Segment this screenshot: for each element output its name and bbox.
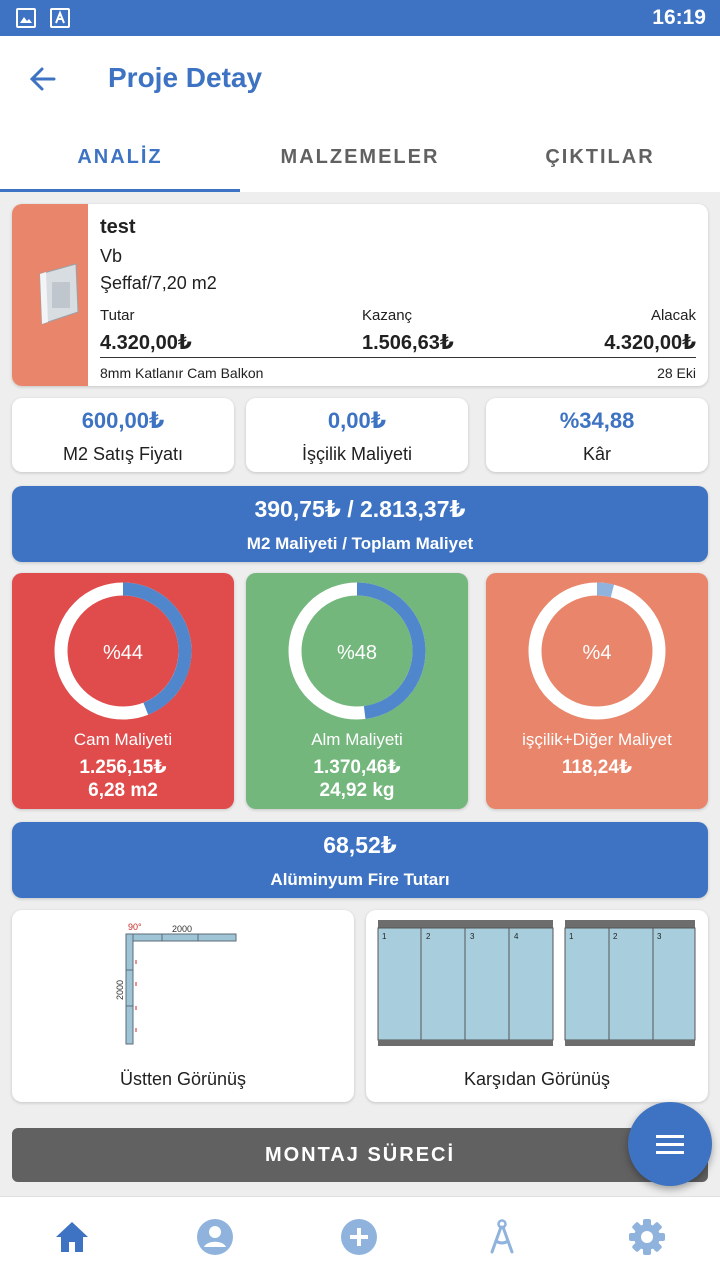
add-circle-icon[interactable] <box>339 1217 379 1257</box>
front-panel-left-1: 1 <box>382 932 387 941</box>
home-icon[interactable] <box>52 1217 92 1257</box>
glass-cost-percent: %44 <box>102 642 144 664</box>
labor-other-cost-name: işçilik+Diğer Maliyet <box>522 730 672 749</box>
settings-icon[interactable] <box>627 1217 667 1257</box>
aluminum-fire-value: 68,52₺ <box>323 832 397 858</box>
divider <box>100 357 696 358</box>
m2-price-value: 600,00₺ <box>81 408 165 433</box>
tab-malzemeler[interactable]: MALZEMELER <box>280 146 440 168</box>
aluminum-fire-band: 68,52₺ Alüminyum Fire Tutarı <box>12 822 708 898</box>
front-view-caption: Karşıdan Görünüş <box>463 1069 611 1089</box>
aluminum-cost-amount: 1.370,46₺ <box>313 757 401 778</box>
tab-analiz[interactable]: ANALİZ <box>0 122 240 192</box>
project-card[interactable]: test Vb Şeffaf/7,20 m2 Tutar 4.320,00₺ K… <box>12 204 708 386</box>
front-view-card[interactable]: 1 2 3 4 1 2 3 Karşıdan Görünüş <box>366 910 708 1102</box>
tutar-label: Tutar <box>100 307 135 324</box>
status-bar: 16:19 <box>0 0 720 36</box>
tutar-value: 4.320,00₺ <box>100 332 192 354</box>
project-date: 28 Eki <box>657 365 696 381</box>
labor-other-cost-amount: 118,24₺ <box>561 757 633 778</box>
labor-cost-card: 0,00₺ İşçilik Maliyeti <box>246 398 468 472</box>
aluminum-cost-percent: %48 <box>336 642 378 664</box>
image-notification-icon <box>16 8 36 28</box>
app-bar: Proje Detay <box>0 36 720 122</box>
aluminum-cost-name: Alm Maliyeti <box>311 730 403 749</box>
labor-other-cost-donut <box>528 582 666 720</box>
tab-bar: ANALİZ MALZEMELER ÇIKTILAR <box>0 122 720 192</box>
front-panel-right-2: 2 <box>613 932 618 941</box>
m2-price-card: 600,00₺ M2 Satış Fiyatı <box>12 398 234 472</box>
clock: 16:19 <box>652 6 706 29</box>
window-thumbnail <box>12 204 88 386</box>
back-arrow-icon[interactable] <box>26 62 60 96</box>
labor-cost-value: 0,00₺ <box>327 408 387 433</box>
labor-other-cost-percent: %4 <box>582 642 612 664</box>
top-view-caption: Üstten Görünüş <box>119 1069 247 1089</box>
front-panel-left-3: 3 <box>470 932 475 941</box>
total-cost-label: M2 Maliyeti / Toplam Maliyet <box>246 534 474 553</box>
project-info: test Vb Şeffaf/7,20 m2 Tutar 4.320,00₺ K… <box>100 204 696 386</box>
aluminum-fire-label: Alüminyum Fire Tutarı <box>270 870 450 889</box>
kazanc-label: Kazanç <box>362 307 413 324</box>
project-glass: Şeffaf/7,20 m2 <box>100 273 217 293</box>
kazanc-value: 1.506,63₺ <box>362 332 454 354</box>
glass-cost-amount: 1.256,15₺ <box>79 757 167 778</box>
glass-cost-card: %44 Cam Maliyeti 1.256,15₺ 6,28 m2 <box>12 573 234 809</box>
profit-value: %34,88 <box>559 408 635 433</box>
labor-cost-label: İşçilik Maliyeti <box>301 444 412 464</box>
angle-label: 90° <box>128 922 142 932</box>
height-dimension: 2000 <box>115 980 125 1000</box>
alacak-value: 4.320,00₺ <box>604 332 696 354</box>
account-icon[interactable] <box>195 1217 235 1257</box>
width-dimension: 2000 <box>172 924 192 934</box>
total-cost-band: 390,75₺ / 2.813,37₺ M2 Maliyeti / Toplam… <box>12 486 708 562</box>
front-view-drawing: 1 2 3 4 1 2 3 <box>377 920 696 1046</box>
glass-cost-donut <box>54 582 192 720</box>
front-panel-right-3: 3 <box>657 932 662 941</box>
top-view-card[interactable]: 90° 2000 2000 Üstten Görünüş <box>12 910 354 1102</box>
labor-other-cost-card: %4 işçilik+Diğer Maliyet 118,24₺ <box>486 573 708 809</box>
tab-ciktilar[interactable]: ÇIKTILAR <box>545 146 655 168</box>
montaj-process-button[interactable]: MONTAJ SÜRECİ <box>12 1128 708 1182</box>
total-cost-value: 390,75₺ / 2.813,37₺ <box>254 496 466 522</box>
aluminum-cost-weight: 24,92 kg <box>319 780 395 801</box>
notification-icons <box>16 8 70 28</box>
glass-cost-name: Cam Maliyeti <box>73 730 173 749</box>
front-panel-right-1: 1 <box>569 932 574 941</box>
aluminum-cost-donut <box>288 582 426 720</box>
profit-label: Kâr <box>582 444 611 464</box>
project-name: test <box>100 216 136 238</box>
menu-fab-button[interactable] <box>628 1102 712 1186</box>
front-panel-left-2: 2 <box>426 932 431 941</box>
page-title: Proje Detay <box>108 62 263 93</box>
bottom-navigation <box>0 1196 720 1280</box>
glass-cost-area: 6,28 m2 <box>88 780 158 801</box>
front-panel-left-4: 4 <box>514 932 519 941</box>
profit-card: %34,88 Kâr <box>486 398 708 472</box>
app-notification-icon <box>50 8 70 28</box>
project-model: Vb <box>100 246 123 266</box>
product-name: 8mm Katlanır Cam Balkon <box>100 365 264 381</box>
m2-price-label: M2 Satış Fiyatı <box>62 444 184 464</box>
aluminum-cost-card: %48 Alm Maliyeti 1.370,46₺ 24,92 kg <box>246 573 468 809</box>
alacak-label: Alacak <box>650 307 696 324</box>
compass-icon[interactable] <box>482 1217 522 1257</box>
top-view-drawing: 90° 2000 2000 <box>115 922 237 1045</box>
